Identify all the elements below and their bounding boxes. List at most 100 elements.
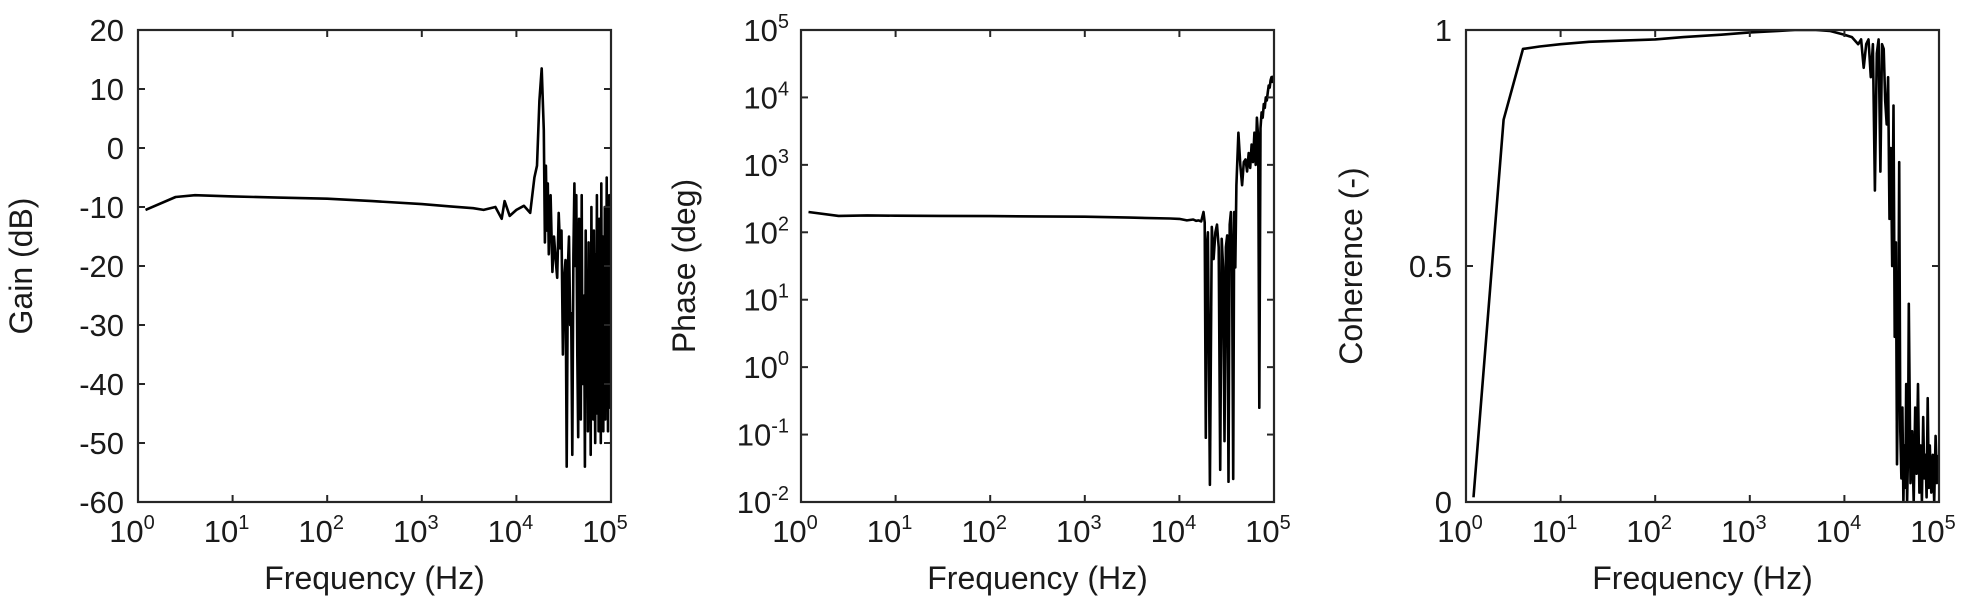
coherence-x-tick-label-base: 10 xyxy=(1437,514,1471,549)
coherence-x-tick-label: 102 xyxy=(1626,512,1672,549)
phase-y-tick-exponent: 0 xyxy=(778,348,789,370)
gain-chart: 100 101 102 103 104 10520100-10-20-30-40-50-6… xyxy=(3,13,628,596)
phase-y-tick-label: 10-1 xyxy=(737,416,789,453)
coherence-x-tick-label: 101 xyxy=(1532,512,1578,549)
phase-x-tick-label: 103 xyxy=(1056,512,1102,549)
gain-y-tick-label: -40 xyxy=(79,367,124,402)
phase-x-tick-label-exponent: 5 xyxy=(1280,512,1291,534)
coherence-x-tick-label: 105 xyxy=(1910,512,1956,549)
coherence-series-line xyxy=(1472,30,1939,502)
gain-x-tick-label: 104 xyxy=(488,512,534,549)
coherence-x-tick-label-exponent: 0 xyxy=(1472,512,1483,534)
gain-y-tick-label: -10 xyxy=(79,190,124,225)
phase-y-tick-label: 100 xyxy=(743,348,789,385)
phase-y-tick-exponent: 2 xyxy=(778,213,789,235)
coherence-x-axis-label: Frequency (Hz) xyxy=(1592,560,1813,596)
coherence-x-tick-label-exponent: 3 xyxy=(1755,512,1766,534)
phase-y-tick-base: 10 xyxy=(743,215,777,250)
coherence-x-tick-label-base: 10 xyxy=(1816,514,1850,549)
gain-x-tick-label-base: 10 xyxy=(298,514,332,549)
phase-x-tick-label: 100 xyxy=(772,512,818,549)
gain-x-tick-label-base: 10 xyxy=(109,514,143,549)
gain-x-tick-label-exponent: 3 xyxy=(427,512,438,534)
phase-x-tick-label-base: 10 xyxy=(961,514,995,549)
phase-x-tick-label-exponent: 3 xyxy=(1090,512,1101,534)
phase-x-axis-label: Frequency (Hz) xyxy=(927,560,1148,596)
phase-y-tick-base: 10 xyxy=(743,350,777,385)
phase-x-tick-label-base: 10 xyxy=(772,514,806,549)
gain-x-tick-label-exponent: 1 xyxy=(238,512,249,534)
coherence-x-tick-label-base: 10 xyxy=(1532,514,1566,549)
gain-series-line xyxy=(144,67,611,468)
gain-x-tick-label-base: 10 xyxy=(393,514,427,549)
gain-y-tick-label: -60 xyxy=(79,485,124,520)
gain-x-tick-label: 103 xyxy=(393,512,439,549)
phase-x-tick-label: 101 xyxy=(867,512,913,549)
coherence-x-tick-label-exponent: 2 xyxy=(1661,512,1672,534)
gain-x-tick-label-exponent: 4 xyxy=(522,512,533,534)
gain-y-tick-label: 20 xyxy=(90,13,124,48)
gain-y-axis-label: Gain (dB) xyxy=(3,198,39,335)
phase-y-tick-base: 10 xyxy=(743,80,777,115)
phase-y-tick-exponent: 5 xyxy=(778,11,789,33)
gain-y-tick-label: 0 xyxy=(107,131,124,166)
coherence-y-tick-label: 0.5 xyxy=(1409,249,1452,284)
phase-y-tick-base: 10 xyxy=(743,13,777,48)
gain-x-tick-label-base: 10 xyxy=(488,514,522,549)
phase-y-tick-label: 10-2 xyxy=(737,483,789,520)
gain-x-axis-label: Frequency (Hz) xyxy=(264,560,485,596)
phase-x-tick-label-exponent: 1 xyxy=(901,512,912,534)
phase-x-tick-label-base: 10 xyxy=(1056,514,1090,549)
phase-y-tick-label: 104 xyxy=(743,78,789,115)
coherence-y-tick-label: 1 xyxy=(1435,13,1452,48)
coherence-x-tick-label-exponent: 1 xyxy=(1566,512,1577,534)
phase-y-tick-label: 102 xyxy=(743,213,789,250)
phase-x-tick-label: 104 xyxy=(1151,512,1197,549)
coherence-x-tick-label-base: 10 xyxy=(1626,514,1660,549)
phase-y-tick-label: 105 xyxy=(743,11,789,48)
phase-chart: 100 101 102 103 104 10510510410310210110010-1… xyxy=(666,11,1291,596)
gain-y-tick-label: 10 xyxy=(90,72,124,107)
phase-x-tick-label-exponent: 2 xyxy=(996,512,1007,534)
coherence-y-axis-label: Coherence (-) xyxy=(1333,167,1369,364)
phase-x-tick-label-exponent: 0 xyxy=(807,512,818,534)
gain-y-tick-label: -20 xyxy=(79,249,124,284)
phase-x-tick-label-base: 10 xyxy=(1245,514,1279,549)
coherence-x-tick-label-base: 10 xyxy=(1721,514,1755,549)
gain-x-tick-label: 100 xyxy=(109,512,155,549)
phase-y-tick-base: 10 xyxy=(743,148,777,183)
gain-x-tick-label-exponent: 0 xyxy=(144,512,155,534)
coherence-x-tick-label: 100 xyxy=(1437,512,1483,549)
gain-x-tick-label: 105 xyxy=(582,512,628,549)
phase-x-tick-label-base: 10 xyxy=(1151,514,1185,549)
gain-x-tick-label-exponent: 2 xyxy=(333,512,344,534)
phase-y-tick-exponent: -2 xyxy=(771,483,789,505)
gain-x-tick-label-base: 10 xyxy=(582,514,616,549)
phase-y-tick-base: 10 xyxy=(743,283,777,318)
gain-x-tick-label-exponent: 5 xyxy=(617,512,628,534)
phase-series-line xyxy=(808,75,1274,487)
phase-y-tick-exponent: 1 xyxy=(778,281,789,303)
phase-x-tick-label-base: 10 xyxy=(867,514,901,549)
coherence-x-tick-label-base: 10 xyxy=(1910,514,1944,549)
phase-y-tick-exponent: 4 xyxy=(778,78,789,100)
coherence-y-tick-label: 0 xyxy=(1435,485,1452,520)
coherence-x-tick-label-exponent: 4 xyxy=(1850,512,1861,534)
gain-x-tick-label: 102 xyxy=(298,512,344,549)
gain-y-tick-label: -30 xyxy=(79,308,124,343)
gain-x-tick-label: 101 xyxy=(204,512,250,549)
phase-y-tick-base: 10 xyxy=(737,418,771,453)
phase-y-tick-label: 103 xyxy=(743,146,789,183)
coherence-x-tick-label-exponent: 5 xyxy=(1945,512,1956,534)
gain-x-tick-label-base: 10 xyxy=(204,514,238,549)
phase-y-tick-exponent: 3 xyxy=(778,146,789,168)
phase-y-tick-exponent: -1 xyxy=(771,416,789,438)
coherence-x-tick-label: 103 xyxy=(1721,512,1767,549)
phase-x-tick-label: 102 xyxy=(961,512,1007,549)
phase-x-tick-label-exponent: 4 xyxy=(1185,512,1196,534)
coherence-x-tick-label: 104 xyxy=(1816,512,1862,549)
coherence-plot-frame xyxy=(1464,28,1941,504)
phase-y-tick-base: 10 xyxy=(737,485,771,520)
